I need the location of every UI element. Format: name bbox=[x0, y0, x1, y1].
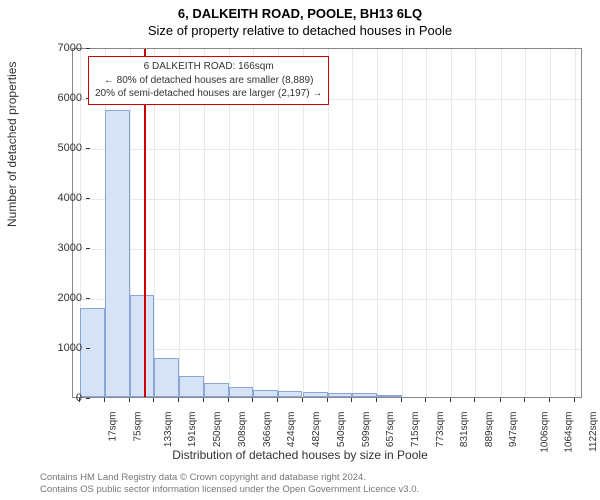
ytick-mark bbox=[86, 298, 90, 299]
xtick-mark bbox=[79, 398, 80, 402]
xtick-label: 831sqm bbox=[459, 412, 470, 448]
ytick-label: 3000 bbox=[42, 242, 82, 254]
gridline-vertical bbox=[377, 49, 378, 397]
gridline-vertical bbox=[402, 49, 403, 397]
ytick-mark bbox=[86, 48, 90, 49]
ytick-label: 4000 bbox=[42, 192, 82, 204]
xtick-mark bbox=[252, 398, 253, 402]
xtick-mark bbox=[549, 398, 550, 402]
xtick-mark bbox=[524, 398, 525, 402]
xtick-label: 133sqm bbox=[163, 412, 174, 448]
xtick-label: 715sqm bbox=[410, 412, 421, 448]
ytick-label: 2000 bbox=[42, 292, 82, 304]
annotation-line: 6 DALKEITH ROAD: 166sqm bbox=[95, 60, 322, 74]
xtick-mark bbox=[203, 398, 204, 402]
xtick-mark bbox=[327, 398, 328, 402]
ytick-label: 7000 bbox=[42, 42, 82, 54]
footer-line2: Contains OS public sector information li… bbox=[40, 484, 419, 496]
xtick-label: 308sqm bbox=[237, 412, 248, 448]
xtick-label: 250sqm bbox=[212, 412, 223, 448]
histogram-bar bbox=[204, 383, 229, 398]
footer-line1: Contains HM Land Registry data © Crown c… bbox=[40, 472, 419, 484]
gridline-vertical bbox=[451, 49, 452, 397]
xtick-mark bbox=[450, 398, 451, 402]
xtick-label: 773sqm bbox=[435, 412, 446, 448]
ytick-label: 6000 bbox=[42, 92, 82, 104]
gridline-vertical bbox=[352, 49, 353, 397]
xtick-mark bbox=[129, 398, 130, 402]
xtick-mark bbox=[425, 398, 426, 402]
histogram-bar bbox=[229, 387, 254, 397]
annotation-line: 20% of semi-detached houses are larger (… bbox=[95, 87, 322, 101]
histogram-bar bbox=[154, 358, 179, 397]
xtick-mark bbox=[574, 398, 575, 402]
xtick-mark bbox=[376, 398, 377, 402]
page-title-line1: 6, DALKEITH ROAD, POOLE, BH13 6LQ bbox=[0, 0, 600, 21]
ytick-label: 5000 bbox=[42, 142, 82, 154]
xtick-label: 366sqm bbox=[262, 412, 273, 448]
histogram-bar bbox=[80, 308, 105, 397]
gridline-vertical bbox=[501, 49, 502, 397]
ytick-mark bbox=[86, 348, 90, 349]
histogram-bar bbox=[303, 392, 328, 397]
gridline-vertical bbox=[475, 49, 476, 397]
xtick-mark bbox=[277, 398, 278, 402]
xtick-label: 17sqm bbox=[108, 412, 119, 442]
xtick-label: 657sqm bbox=[385, 412, 396, 448]
xtick-label: 540sqm bbox=[336, 412, 347, 448]
xtick-label: 599sqm bbox=[361, 412, 372, 448]
page-title-line2: Size of property relative to detached ho… bbox=[0, 21, 600, 40]
y-axis-label: Number of detached properties bbox=[5, 62, 19, 227]
xtick-label: 1122sqm bbox=[588, 412, 599, 452]
xtick-label: 947sqm bbox=[509, 412, 520, 448]
xtick-mark bbox=[178, 398, 179, 402]
ytick-mark bbox=[86, 248, 90, 249]
histogram-bar bbox=[253, 390, 278, 397]
xtick-mark bbox=[474, 398, 475, 402]
ytick-label: 1000 bbox=[42, 342, 82, 354]
xtick-mark bbox=[153, 398, 154, 402]
histogram-bar bbox=[130, 295, 155, 398]
footer-attribution: Contains HM Land Registry data © Crown c… bbox=[40, 472, 419, 496]
histogram-bar bbox=[352, 393, 377, 397]
xtick-label: 1064sqm bbox=[564, 412, 575, 453]
ytick-mark bbox=[86, 398, 90, 399]
xtick-mark bbox=[401, 398, 402, 402]
xtick-mark bbox=[500, 398, 501, 402]
gridline-vertical bbox=[525, 49, 526, 397]
xtick-label: 1006sqm bbox=[539, 412, 550, 453]
histogram-bar bbox=[105, 110, 130, 398]
xtick-label: 424sqm bbox=[286, 412, 297, 448]
xtick-mark bbox=[104, 398, 105, 402]
xtick-mark bbox=[351, 398, 352, 402]
xtick-label: 482sqm bbox=[311, 412, 322, 448]
ytick-mark bbox=[86, 148, 90, 149]
gridline-vertical bbox=[550, 49, 551, 397]
xtick-mark bbox=[302, 398, 303, 402]
histogram-bar bbox=[328, 393, 353, 398]
histogram-bar bbox=[377, 395, 402, 397]
xtick-label: 75sqm bbox=[132, 412, 143, 442]
x-axis-label: Distribution of detached houses by size … bbox=[0, 448, 600, 462]
ytick-label: 0 bbox=[42, 392, 82, 404]
histogram-bar bbox=[179, 376, 204, 397]
xtick-label: 191sqm bbox=[187, 412, 198, 448]
annotation-line: ← 80% of detached houses are smaller (8,… bbox=[95, 74, 322, 88]
histogram-bar bbox=[278, 391, 303, 397]
xtick-label: 889sqm bbox=[484, 412, 495, 448]
xtick-mark bbox=[228, 398, 229, 402]
gridline-vertical bbox=[575, 49, 576, 397]
annotation-box: 6 DALKEITH ROAD: 166sqm← 80% of detached… bbox=[88, 56, 329, 105]
gridline-vertical bbox=[426, 49, 427, 397]
ytick-mark bbox=[86, 198, 90, 199]
